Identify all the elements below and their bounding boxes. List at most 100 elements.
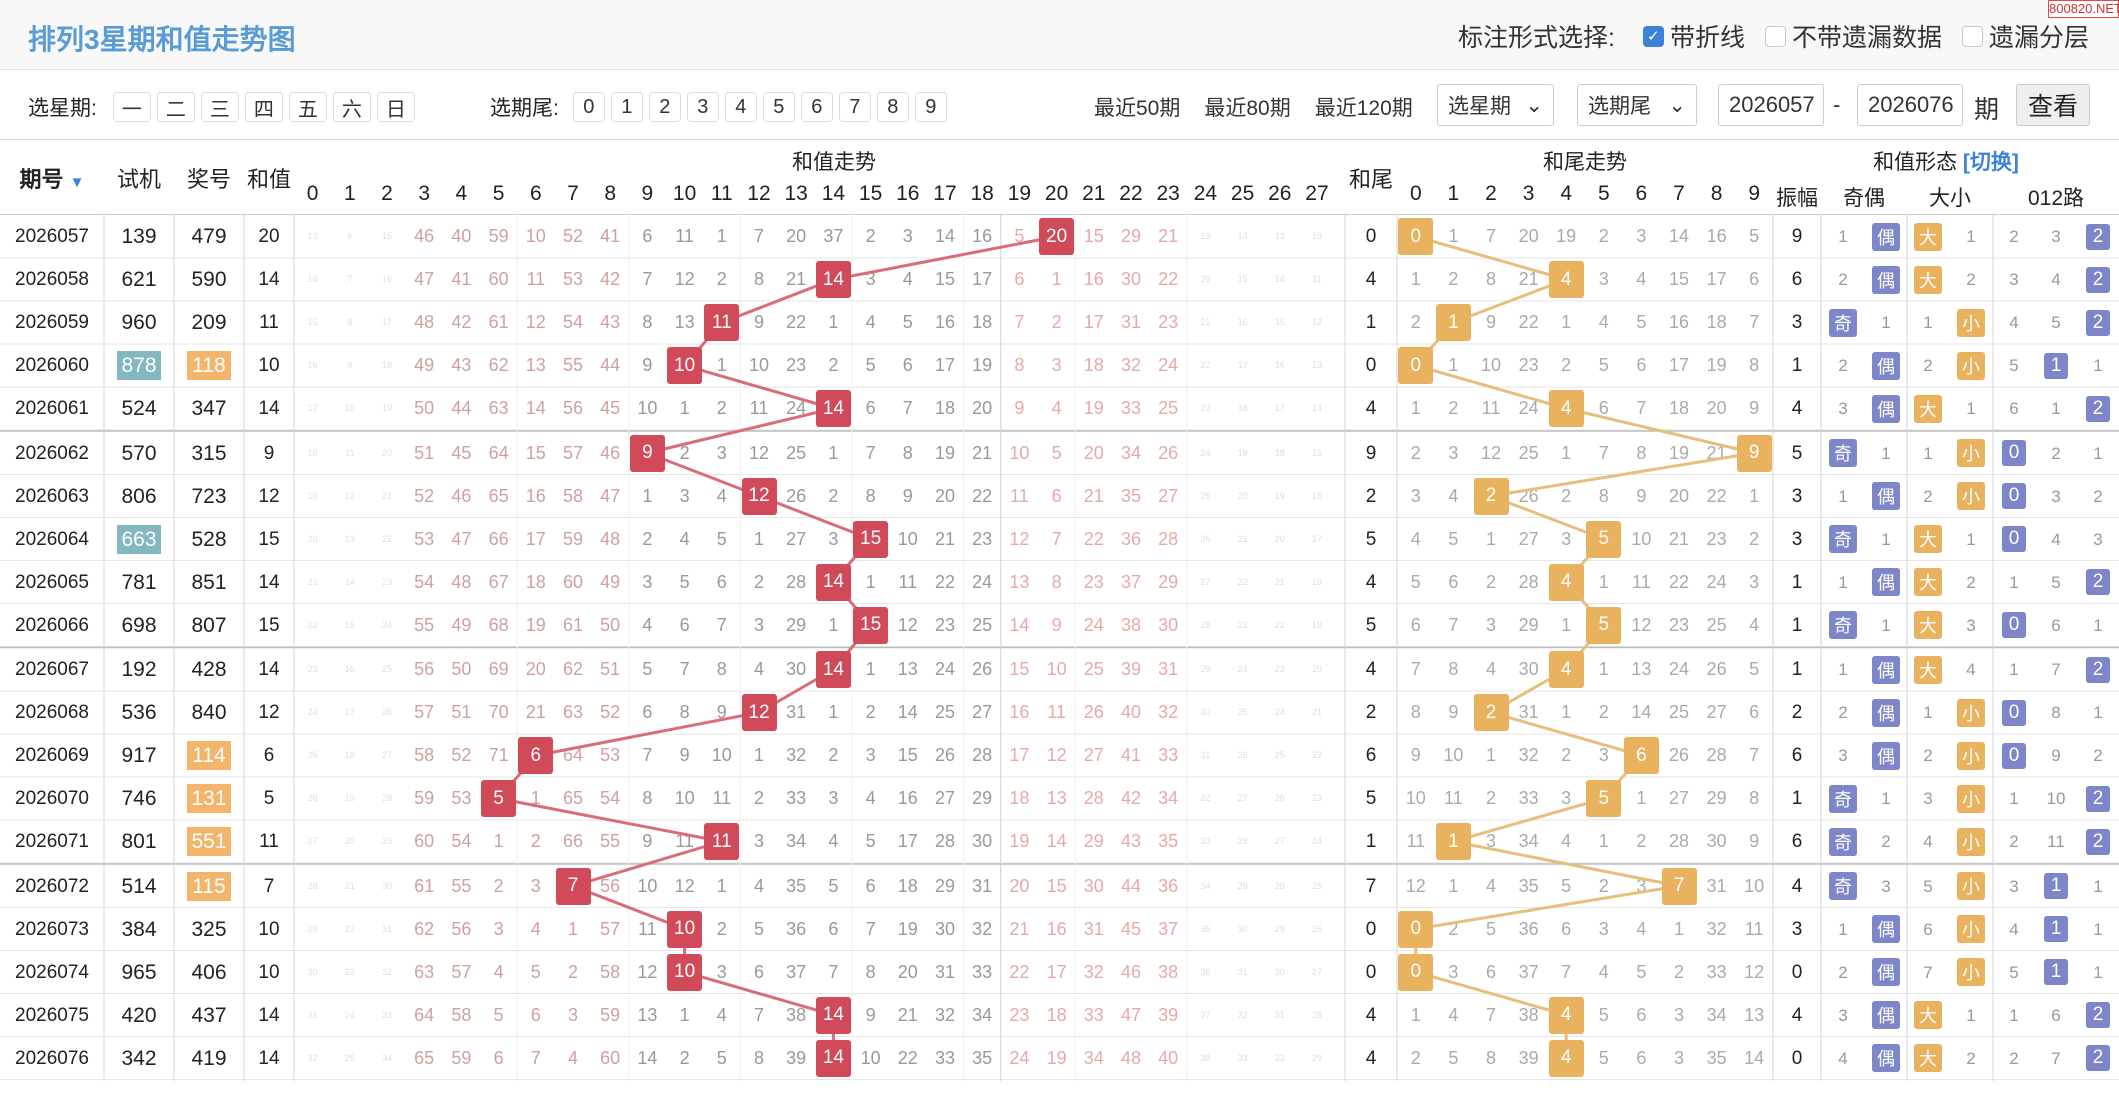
issue-cell: 2026060 (15, 355, 89, 376)
issue-cell: 2026064 (15, 528, 89, 550)
tail-miss-cell: 28 (1668, 831, 1689, 851)
to-issue-input[interactable]: 2026076 (1857, 84, 1963, 126)
sum-miss-cell: 3 (753, 614, 764, 635)
sum-miss-cell: 64 (488, 442, 509, 463)
weekday-button[interactable]: 五 (288, 92, 327, 122)
sum-miss-cell: 1 (679, 1004, 690, 1025)
tail-button[interactable]: 2 (648, 92, 681, 122)
sum-miss-cell: 30 (1120, 269, 1141, 289)
sum-miss-cell: 19 (1274, 490, 1285, 501)
checkbox-checked-icon[interactable]: ✓ (1642, 25, 1664, 47)
weekday-select[interactable]: 选星期 ⌄ (1437, 84, 1554, 126)
prize-header: 奖号 (186, 167, 231, 192)
sum-miss-cell: 14 (1237, 231, 1248, 241)
sum-miss-cell: 13 (1009, 571, 1030, 592)
big-miss: 1 (1923, 703, 1933, 722)
tail-button[interactable]: 5 (762, 92, 795, 122)
sum-miss-cell: 18 (1237, 403, 1248, 413)
sum-miss-cell: 11 (675, 226, 694, 246)
weekday-button[interactable]: 一 (112, 92, 151, 122)
weekday-button[interactable]: 三 (200, 92, 239, 122)
sum-miss-cell: 17 (934, 355, 955, 375)
sum-miss-cell: 20 (897, 961, 918, 982)
tail-miss-cell: 2 (1561, 355, 1572, 375)
tail-miss-cell: 5 (1749, 659, 1760, 679)
tail-miss-cell: 5 (1598, 1004, 1609, 1025)
tail-button[interactable]: 6 (800, 92, 833, 122)
tail-button[interactable]: 8 (876, 92, 909, 122)
recent-50-link[interactable]: 最近50期 (1094, 97, 1181, 120)
sort-down-icon[interactable]: ▼ (69, 174, 85, 191)
route-marker: 0 (2002, 483, 2026, 509)
tail-miss-cell: 35 (1706, 1047, 1727, 1068)
tail-button[interactable]: 7 (838, 92, 871, 122)
tail-miss-cell: 9 (1749, 398, 1760, 418)
sum-miss-cell: 7 (530, 1047, 541, 1068)
sum-miss-cell: 1 (493, 831, 504, 851)
sum-miss-cell: 60 (562, 571, 583, 592)
recent-80-link[interactable]: 最近80期 (1204, 97, 1291, 120)
sum-miss-cell: 6 (753, 961, 764, 982)
sum-miss-cell: 63 (562, 702, 583, 722)
tail-cell: 4 (1365, 571, 1377, 593)
sum-miss-cell: 39 (786, 1047, 807, 1068)
amp-cell: 1 (1791, 355, 1803, 376)
option-polyline[interactable]: ✓ 带折线 (1642, 18, 1745, 54)
issue-header[interactable]: 期号 ▼ (0, 162, 104, 194)
trend-table: 2026057 139 479 20 13 6 15 46 40 59 10 52 41 6 11 1 7 20 3… (0, 215, 2119, 1096)
sum-miss-cell: 25 (1274, 750, 1285, 760)
even-marker: 偶 (1872, 698, 1900, 727)
tail-button[interactable]: 9 (914, 92, 947, 122)
even-marker: 偶 (1872, 265, 1900, 294)
checkbox-icon[interactable] (1764, 25, 1786, 47)
sum-miss-cell: 19 (1200, 231, 1211, 241)
sum-miss-cell: 9 (865, 1004, 876, 1025)
recent-120-link[interactable]: 最近120期 (1314, 97, 1413, 120)
sum-miss-cell: 22 (786, 312, 807, 332)
trial-cell: 806 (121, 484, 157, 508)
sum-miss-cell: 20 (1311, 664, 1322, 674)
sum-col-label: 3 (418, 182, 431, 205)
tail-miss-cell: 25 (1518, 442, 1539, 463)
tail-miss-cell: 4 (1636, 918, 1647, 939)
weekday-button[interactable]: 二 (156, 92, 195, 122)
odd-marker: 奇 (1829, 784, 1857, 813)
option-label: 不带遗漏数据 (1791, 24, 1942, 52)
tail-miss-cell: 30 (1518, 659, 1539, 679)
sum-miss-cell: 11 (1312, 274, 1322, 284)
sum-miss-cell: 18 (381, 360, 392, 370)
tail-button[interactable]: 1 (610, 92, 643, 122)
route-miss: 11 (2047, 832, 2065, 851)
weekday-button[interactable]: 六 (332, 92, 371, 122)
option-miss-layer[interactable]: 遗漏分层 (1961, 18, 2089, 54)
sum-miss-cell: 29 (1274, 923, 1285, 934)
sum-miss-cell: 39 (1120, 659, 1141, 679)
route-miss: 3 (2051, 227, 2061, 246)
sum-miss-cell: 6 (642, 226, 653, 246)
tail-button[interactable]: 0 (572, 92, 605, 122)
sum-miss-cell: 62 (562, 659, 583, 679)
sum-miss-cell: 24 (934, 659, 955, 679)
sum-miss-cell: 50 (414, 398, 435, 418)
weekday-button[interactable]: 日 (376, 92, 415, 122)
tail-button[interactable]: 3 (686, 92, 719, 122)
tail-miss-cell: 24 (1668, 659, 1689, 679)
query-button[interactable]: 查看 (2016, 84, 2090, 126)
sum-miss-cell: 61 (414, 875, 435, 896)
sum-miss-cell: 60 (414, 831, 435, 851)
weekday-button[interactable]: 四 (244, 92, 283, 122)
tail-select[interactable]: 选期尾 ⌄ (1577, 84, 1697, 126)
checkbox-icon[interactable] (1961, 25, 1983, 47)
tail-cell: 4 (1365, 659, 1377, 680)
sum-miss-cell: 13 (1311, 360, 1322, 370)
sum-miss-cell: 20 (307, 533, 318, 544)
sum-miss-cell: 51 (414, 442, 435, 463)
from-issue-input[interactable]: 2026057 (1718, 84, 1824, 126)
sum-miss-cell: 27 (307, 836, 318, 846)
tail-button[interactable]: 4 (724, 92, 757, 122)
sum-miss-cell: 61 (562, 614, 583, 635)
sum-miss-cell: 1 (828, 442, 839, 463)
switch-link[interactable]: [切换] (1962, 151, 2019, 174)
option-no-miss-data[interactable]: 不带遗漏数据 (1764, 18, 1942, 54)
amp-cell: 3 (1791, 485, 1803, 507)
